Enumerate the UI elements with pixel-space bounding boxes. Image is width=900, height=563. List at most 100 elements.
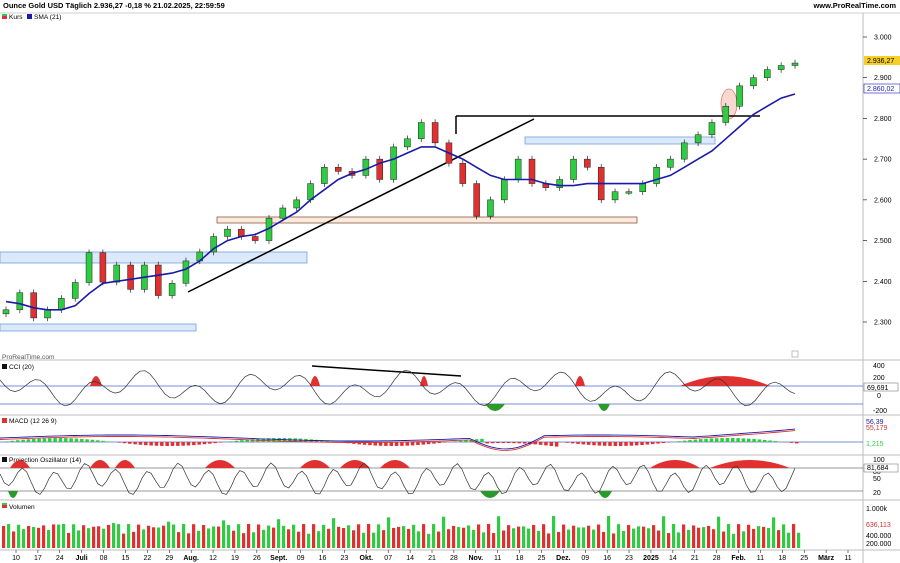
vol-badge: 636,113 <box>866 522 891 529</box>
volume-bar <box>122 533 126 548</box>
candle[interactable] <box>376 158 383 180</box>
volume-bar <box>567 529 571 548</box>
proj-overbought-area <box>710 460 790 468</box>
candle[interactable] <box>390 146 397 180</box>
candle[interactable] <box>501 179 508 201</box>
volume-bar <box>337 526 341 548</box>
candle[interactable] <box>611 191 619 201</box>
candle[interactable] <box>528 158 536 184</box>
candle[interactable] <box>459 162 467 184</box>
candle[interactable] <box>653 167 660 184</box>
candle[interactable] <box>168 283 176 296</box>
candle[interactable] <box>694 134 702 144</box>
candle[interactable] <box>777 65 785 70</box>
volume-bar <box>557 531 561 548</box>
macd-hist-bar <box>138 442 143 445</box>
macd-hist-bar <box>192 442 196 446</box>
volume-bar <box>547 533 551 548</box>
candle[interactable] <box>570 158 577 180</box>
candle[interactable] <box>321 167 328 184</box>
volume-bar <box>402 526 406 548</box>
candle[interactable] <box>418 122 425 140</box>
candle[interactable] <box>182 260 190 284</box>
candle[interactable] <box>514 158 522 180</box>
candle[interactable] <box>30 292 37 319</box>
macd-hist-bar <box>80 438 84 442</box>
candle[interactable] <box>431 122 439 144</box>
volume-bar <box>52 524 56 548</box>
macd-hist-bar <box>133 442 137 445</box>
macd-badge: 56,39 <box>866 419 884 426</box>
candle[interactable] <box>639 183 646 192</box>
candle[interactable] <box>473 183 480 217</box>
cci-badge: 69,691 <box>867 385 889 392</box>
candle[interactable] <box>764 69 771 78</box>
support-zone-1[interactable] <box>0 251 308 264</box>
candle[interactable] <box>85 252 93 283</box>
candle[interactable] <box>404 138 411 148</box>
macd-hist-bar <box>549 442 554 446</box>
candle[interactable] <box>113 264 120 283</box>
macd-panel <box>0 428 863 451</box>
candle[interactable] <box>293 199 300 209</box>
volume-bar <box>12 531 16 548</box>
candle[interactable] <box>71 282 79 299</box>
volume-bar <box>152 527 156 548</box>
volume-bar <box>682 524 686 548</box>
candle[interactable] <box>155 264 162 296</box>
volume-bar <box>397 526 401 548</box>
candle[interactable] <box>334 167 342 172</box>
resistance-zone[interactable] <box>524 136 716 145</box>
vol-tick: 200.000 <box>866 541 891 548</box>
candle[interactable] <box>722 105 730 123</box>
candle[interactable] <box>2 309 10 315</box>
macd-hist-bar <box>10 440 15 442</box>
candle[interactable] <box>210 236 217 253</box>
candle[interactable] <box>279 207 287 219</box>
candle[interactable] <box>16 292 24 311</box>
support-zone-3[interactable] <box>216 216 638 224</box>
volume-bar <box>657 530 661 548</box>
candle[interactable] <box>584 158 591 168</box>
support-zone-2[interactable] <box>0 323 197 332</box>
macd-hist-bar <box>480 438 484 442</box>
macd-hist-bar <box>789 442 794 443</box>
candle[interactable] <box>127 264 134 290</box>
candle[interactable] <box>224 228 231 237</box>
candle[interactable] <box>736 85 743 107</box>
volume-bar <box>492 533 496 548</box>
candle[interactable] <box>44 309 51 319</box>
candle[interactable] <box>667 158 674 168</box>
candle[interactable] <box>99 252 107 283</box>
macd-hist-bar <box>512 442 516 444</box>
candle[interactable] <box>750 77 757 87</box>
volume-bar <box>777 530 781 548</box>
volume-panel <box>2 516 801 548</box>
candle[interactable] <box>625 191 633 194</box>
cci-overbought-area <box>575 376 585 386</box>
candle[interactable] <box>556 179 563 188</box>
volume-bar <box>582 527 586 548</box>
macd-hist-bar <box>384 442 388 446</box>
volume-bar <box>717 516 721 548</box>
volume-bar <box>647 528 651 548</box>
candle[interactable] <box>791 62 799 66</box>
candle[interactable] <box>251 236 259 241</box>
macd-hist-bar <box>517 442 522 444</box>
volume-bar <box>617 524 621 548</box>
chart-title: Ounce Gold USD Täglich 2.936,27 -0,18 % … <box>3 1 225 10</box>
cci-divergence-line[interactable] <box>311 365 462 377</box>
candle[interactable] <box>681 142 688 160</box>
candle[interactable] <box>362 158 370 176</box>
scroll-icon[interactable] <box>791 350 799 358</box>
macd-hist-bar <box>421 442 426 445</box>
candle[interactable] <box>487 199 494 217</box>
volume-bar <box>212 526 216 548</box>
volume-bar <box>662 516 666 548</box>
uptrend-line[interactable] <box>187 118 535 293</box>
candle[interactable] <box>708 122 716 135</box>
time-axis: 10 17 24 Juli 08 15 22 29 Aug. 12 19 26 Sept. 09 16 23 O… <box>12 550 852 562</box>
volume-bar <box>432 524 436 548</box>
candle[interactable] <box>58 298 65 311</box>
